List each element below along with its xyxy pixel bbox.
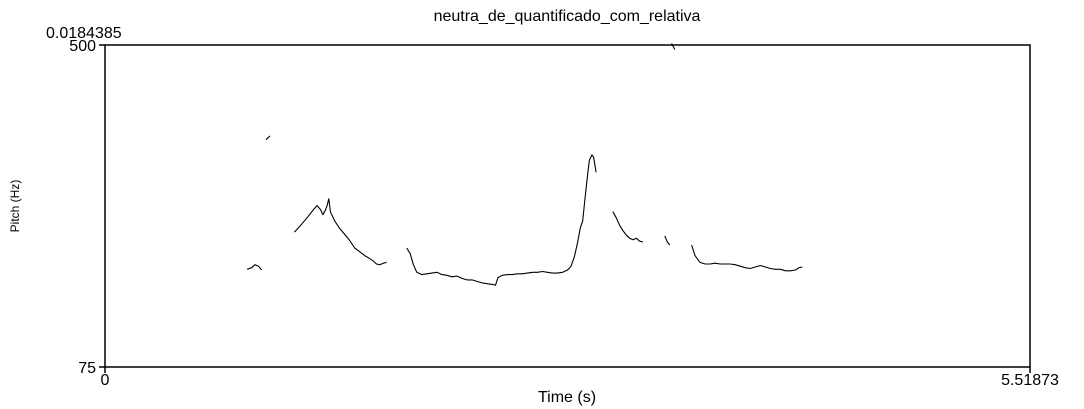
- pitch-segment-4: [612, 211, 644, 243]
- chart-title: neutra_de_quantificado_com_relativa: [434, 8, 701, 25]
- pitch-segment-0: [246, 264, 263, 271]
- y-axis-label: Pitch (Hz): [8, 180, 22, 233]
- axis-ticks: [99, 44, 1031, 373]
- plot-frame: [104, 44, 1031, 368]
- x-axis-label: Time (s): [538, 389, 596, 406]
- pitch-segment-3: [406, 154, 597, 286]
- x-tick-label-max: 5.51873: [1001, 372, 1059, 389]
- pitch-series: [246, 43, 803, 286]
- y-tick-label-max: 500: [69, 38, 96, 55]
- x-tick-label-min: 0: [101, 372, 110, 389]
- top-left-label: 0.0184385: [46, 25, 122, 42]
- pitch-segment-1: [265, 135, 271, 141]
- pitch-segment-6: [664, 235, 671, 246]
- pitch-segment-7: [691, 244, 803, 272]
- pitch-segment-2: [293, 198, 387, 266]
- y-tick-label-min: 75: [78, 360, 96, 377]
- pitch-segment-5: [671, 43, 676, 50]
